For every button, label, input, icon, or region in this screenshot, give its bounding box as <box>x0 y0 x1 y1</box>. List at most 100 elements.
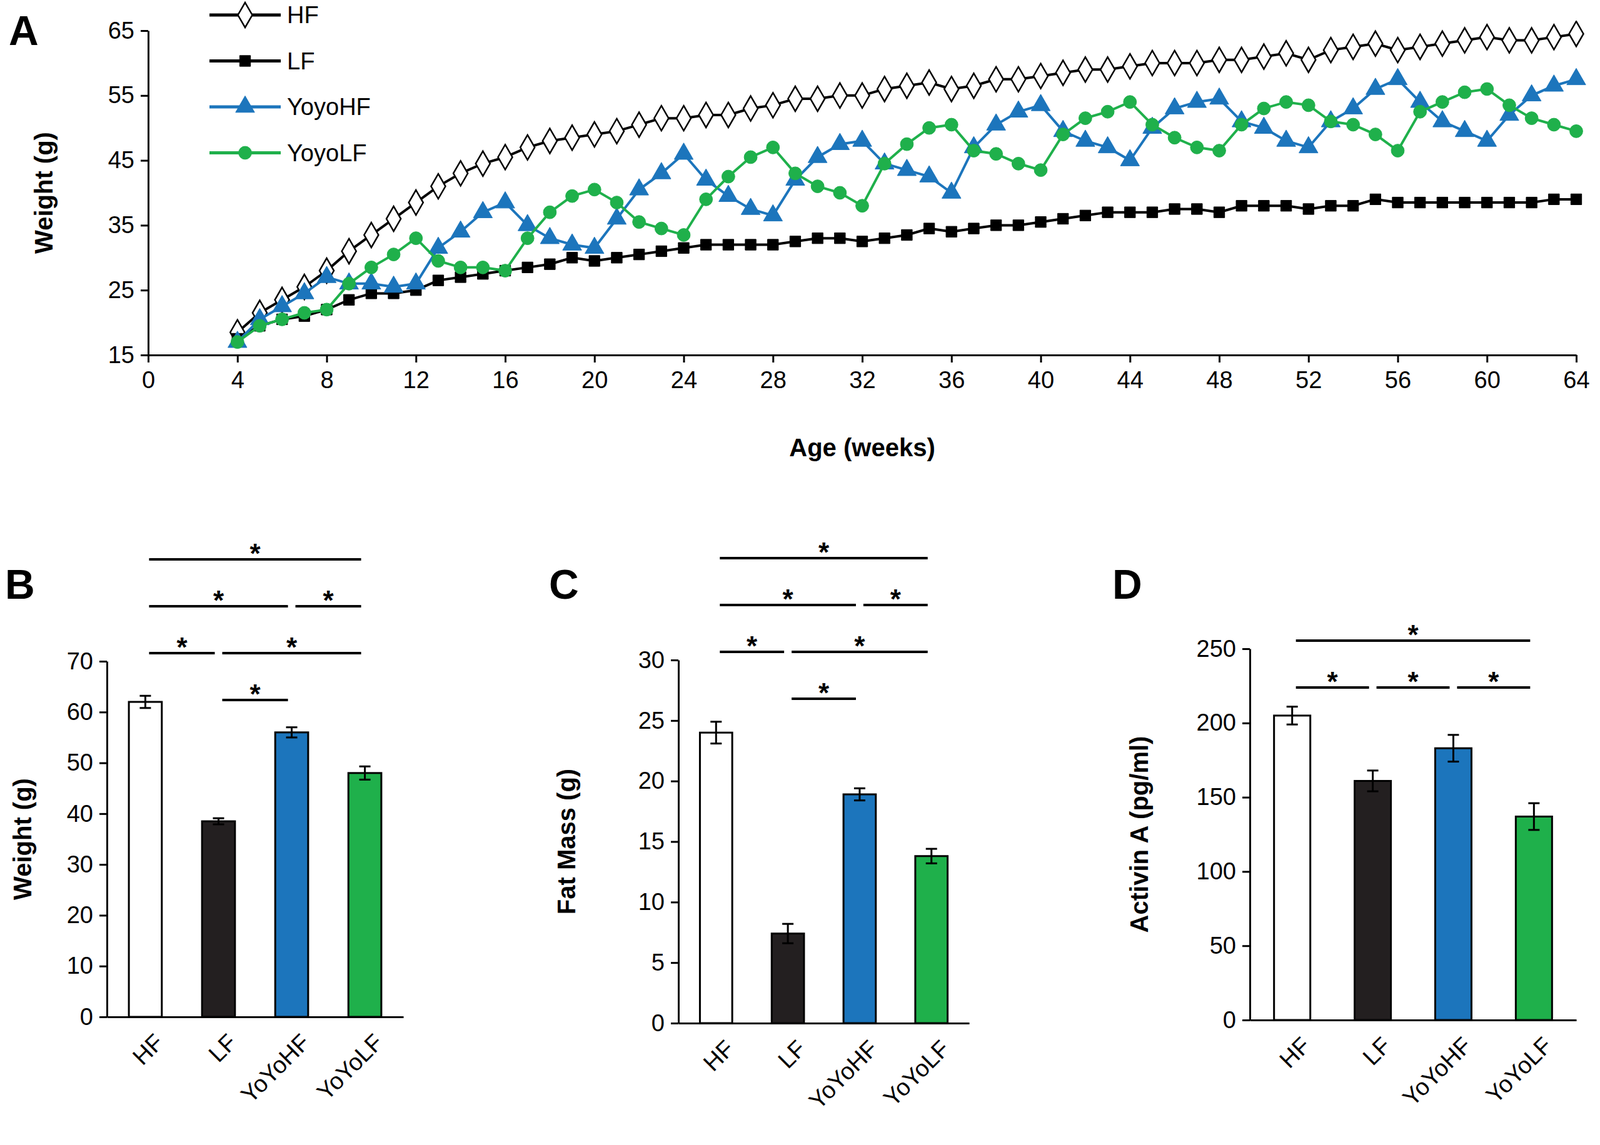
marker <box>1301 98 1315 112</box>
marker <box>342 276 356 291</box>
marker <box>1212 144 1227 158</box>
marker <box>1301 47 1316 73</box>
bar <box>128 702 162 1018</box>
marker <box>967 144 981 158</box>
marker <box>1459 196 1470 208</box>
error-cap <box>212 817 224 820</box>
axis-line <box>147 31 150 356</box>
marker <box>253 319 267 333</box>
error-cap <box>1367 790 1379 793</box>
marker <box>565 189 579 203</box>
tick-group: YoYoHF <box>804 1035 883 1115</box>
marker <box>743 96 758 122</box>
marker <box>856 236 868 247</box>
tick-label: HF <box>698 1035 740 1077</box>
marker <box>990 220 1002 231</box>
tick-label: 70 <box>66 648 94 675</box>
tick-group: YoYoHF <box>1397 1032 1477 1112</box>
significance-label: * <box>818 537 830 568</box>
tick <box>1308 355 1310 363</box>
marker <box>1526 196 1537 208</box>
tick-group: 0 <box>651 1010 679 1037</box>
legend-label: LF <box>286 48 315 75</box>
marker <box>789 236 801 247</box>
error-cap <box>782 942 794 945</box>
legend-label: HF <box>286 1 319 29</box>
marker <box>700 239 712 251</box>
marker <box>1256 44 1272 70</box>
tick-group: YoYoLF <box>1481 1032 1558 1109</box>
marker <box>852 130 872 147</box>
tick-group: 200 <box>1196 709 1250 736</box>
marker <box>1391 144 1405 158</box>
tick-label: LF <box>1358 1032 1397 1071</box>
plot-area <box>1274 707 1553 1021</box>
marker <box>722 239 734 251</box>
panel-label: B <box>5 561 36 608</box>
marker <box>1569 124 1584 138</box>
error-bar <box>139 695 151 709</box>
tick-label: YoYoLF <box>311 1029 389 1106</box>
axis-title: Activin A (pg/ml) <box>1125 736 1153 934</box>
bar <box>1434 748 1472 1021</box>
significance-label: * <box>818 677 830 709</box>
marker <box>942 181 962 199</box>
tick-group: 24 <box>670 355 698 394</box>
bar <box>1274 715 1311 1021</box>
marker <box>678 242 690 254</box>
significance-label: * <box>1327 666 1339 698</box>
marker <box>1501 28 1517 54</box>
error-cap <box>139 707 151 710</box>
tick <box>1242 648 1250 651</box>
significance-label: * <box>249 679 261 710</box>
tick-label: HF <box>1274 1032 1316 1074</box>
tick-label: 16 <box>492 367 519 394</box>
marker <box>1034 163 1048 177</box>
tick <box>670 1022 679 1025</box>
marker <box>1346 34 1361 60</box>
marker <box>633 248 645 260</box>
marker <box>430 173 446 199</box>
tick-label: 0 <box>1222 1007 1237 1034</box>
marker <box>810 180 825 194</box>
marker <box>1570 193 1582 205</box>
tick-label: 44 <box>1117 367 1144 394</box>
marker <box>767 239 779 251</box>
marker <box>1548 193 1560 205</box>
marker <box>1164 97 1184 114</box>
tick-group: 30 <box>638 647 679 674</box>
marker <box>365 288 377 299</box>
axis-line <box>106 662 109 1018</box>
marker <box>1568 21 1584 47</box>
significance-label: * <box>1407 666 1419 698</box>
tick-group: 10 <box>638 889 679 916</box>
error-bar <box>1286 707 1299 726</box>
marker <box>475 151 491 177</box>
marker <box>833 186 847 200</box>
tick-label: 10 <box>638 889 665 916</box>
error-stem <box>930 849 933 864</box>
tick <box>140 224 149 227</box>
tick-label: 0 <box>80 1004 94 1031</box>
tick-label: 250 <box>1196 635 1237 663</box>
marker <box>383 275 403 292</box>
error-stem <box>1371 770 1374 792</box>
tick-group: 65 <box>108 17 149 44</box>
tick <box>1486 355 1489 363</box>
marker <box>1234 47 1249 73</box>
marker <box>275 313 289 327</box>
error-bar <box>1367 770 1379 792</box>
tick-label: 200 <box>1196 709 1237 736</box>
tick-group: 4 <box>231 355 245 394</box>
marker <box>922 121 936 135</box>
marker <box>676 105 691 131</box>
marker <box>763 204 783 221</box>
marker <box>320 303 334 317</box>
marker <box>877 156 891 171</box>
marker <box>1521 84 1541 101</box>
tick-group: 40 <box>66 800 107 828</box>
significance: ****** <box>148 538 361 710</box>
marker <box>1346 118 1360 132</box>
marker <box>517 214 537 231</box>
marker <box>1211 47 1227 73</box>
